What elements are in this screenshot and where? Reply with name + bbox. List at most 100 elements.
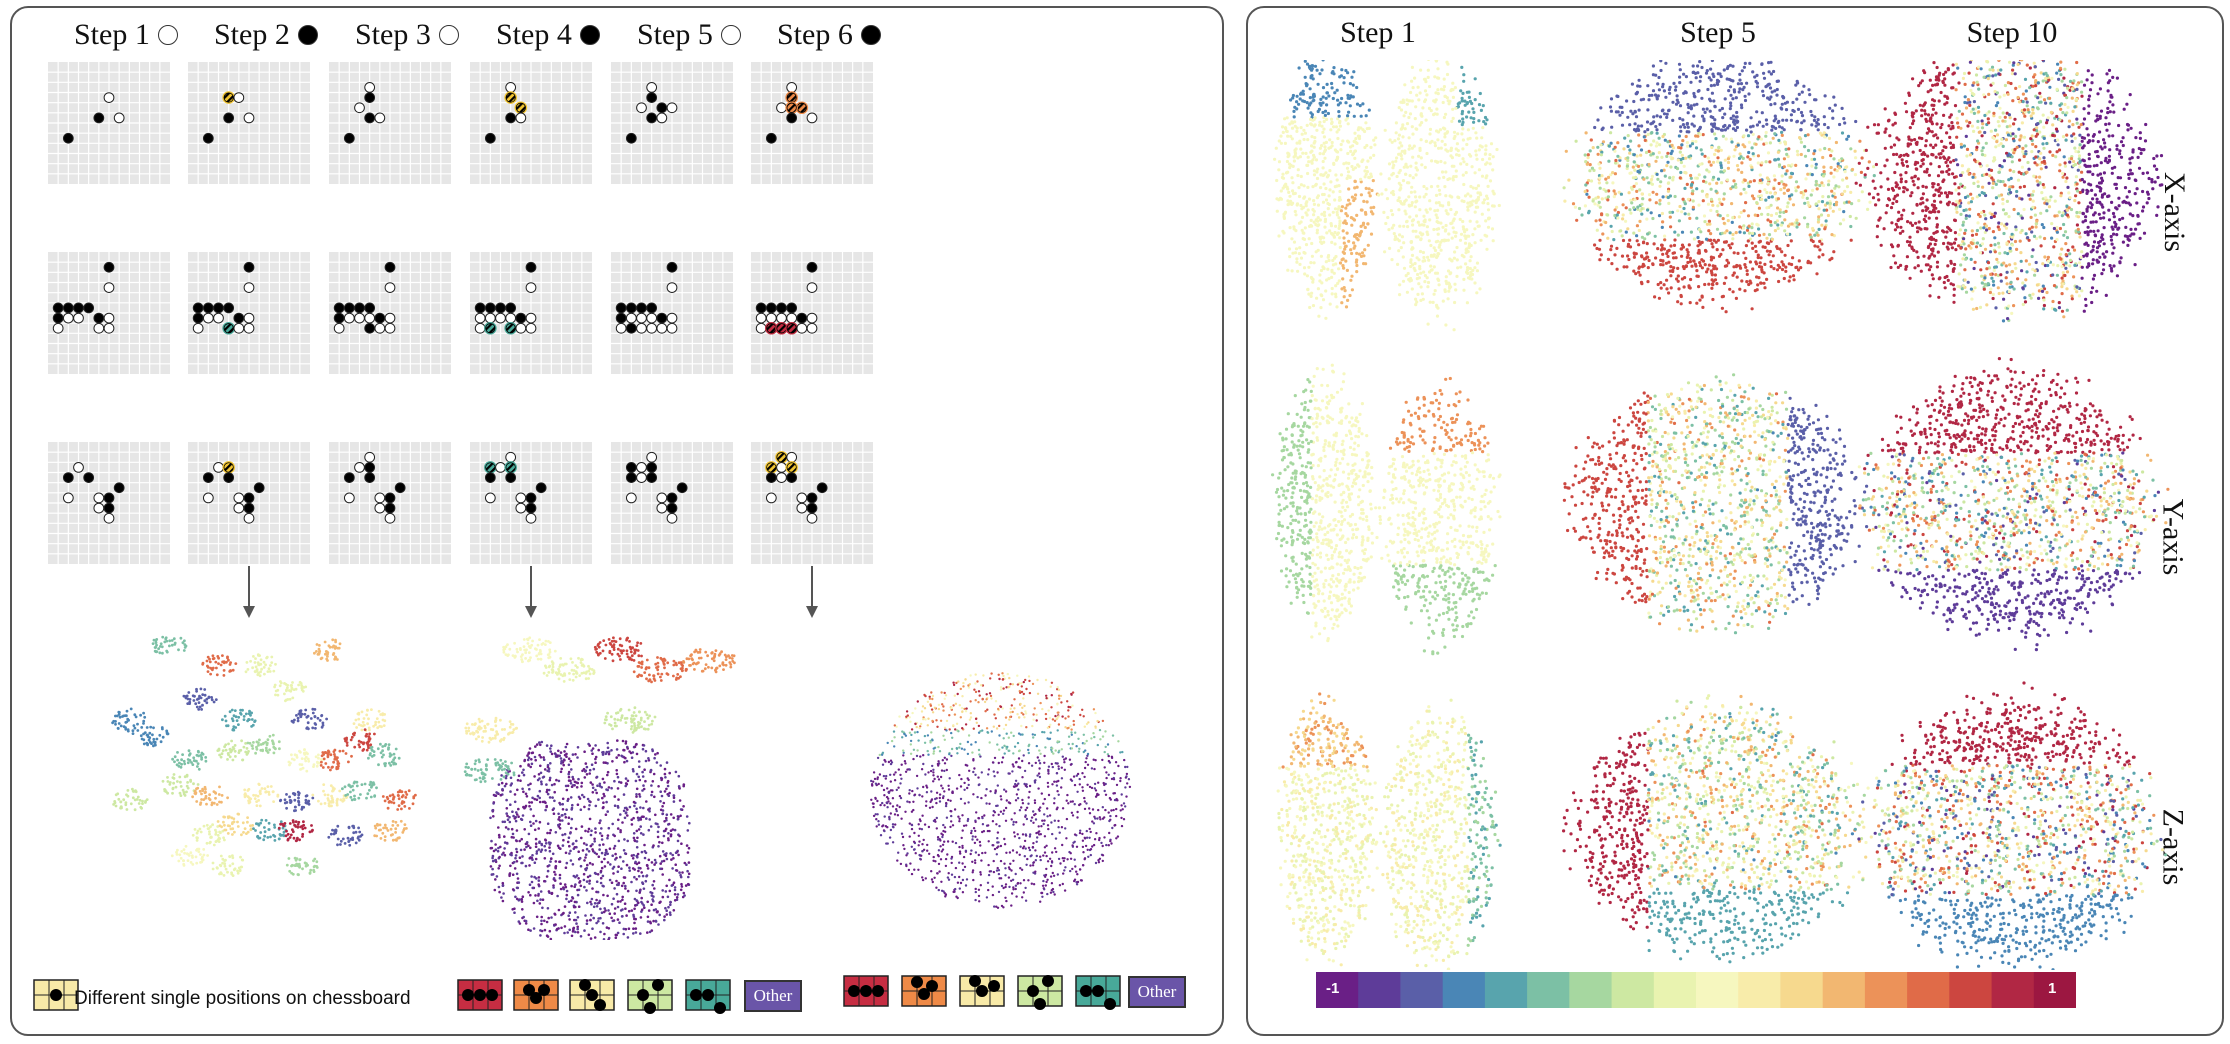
embedding-point xyxy=(131,796,135,800)
embedding-point xyxy=(904,762,907,765)
embedding-point xyxy=(1126,782,1129,785)
embedding-point xyxy=(959,687,962,691)
embedding-point xyxy=(200,792,203,796)
embedding-point xyxy=(586,901,589,905)
embedding-point xyxy=(538,651,541,655)
embedding-point xyxy=(1072,723,1076,726)
embedding-point xyxy=(136,729,140,732)
embedding-point xyxy=(625,914,628,917)
embedding-point xyxy=(266,670,270,673)
embedding-point xyxy=(926,700,930,703)
embedding-point xyxy=(683,861,687,865)
embedding-point xyxy=(969,716,973,719)
white-stone xyxy=(343,492,355,504)
embedding-point xyxy=(608,912,612,915)
embedding-point xyxy=(944,694,948,697)
embedding-point xyxy=(987,888,990,892)
embedding-point xyxy=(214,840,218,843)
embedding-point xyxy=(932,774,935,777)
black-stone xyxy=(354,302,365,314)
embedding-point xyxy=(212,801,216,805)
embedding-point xyxy=(618,637,622,641)
white-stone xyxy=(636,312,647,324)
step-title-label: Step 2 xyxy=(214,18,290,51)
embedding-point xyxy=(572,672,575,676)
embedding-point xyxy=(647,759,651,762)
white-stone xyxy=(213,462,224,473)
embedding-point xyxy=(877,820,880,823)
embedding-point xyxy=(597,645,601,649)
embedding-point xyxy=(656,672,660,676)
embedding-point xyxy=(710,651,714,655)
embedding-point xyxy=(588,804,591,807)
embedding-point xyxy=(606,741,609,745)
embedding-point xyxy=(1024,833,1027,836)
embedding-point xyxy=(973,859,977,862)
embedding-point xyxy=(1104,808,1107,812)
embedding-point xyxy=(534,647,537,651)
embedding-point xyxy=(894,823,897,826)
embedding-point xyxy=(563,753,567,757)
embedding-point xyxy=(317,647,321,651)
embedding-point xyxy=(953,808,957,811)
embedding-point xyxy=(307,759,311,763)
embedding-point xyxy=(171,791,174,795)
embedding-point xyxy=(992,725,995,728)
embedding-point xyxy=(157,647,161,651)
embedding-point xyxy=(1012,785,1016,788)
hatched-stone xyxy=(485,323,496,334)
embedding-point xyxy=(642,815,645,819)
embedding-point xyxy=(1085,836,1089,839)
black-stone xyxy=(243,502,255,514)
embedding-point xyxy=(215,866,219,870)
black-stone xyxy=(625,472,637,483)
embedding-point xyxy=(977,894,981,898)
embedding-point xyxy=(982,830,986,833)
embedding-point xyxy=(223,828,227,832)
embedding-point xyxy=(1060,826,1064,829)
embedding-point xyxy=(608,847,612,850)
embedding-point xyxy=(563,750,566,753)
embedding-point xyxy=(873,777,877,781)
embedding-point xyxy=(972,759,975,762)
white-stone xyxy=(243,512,255,524)
embedding-point xyxy=(477,735,480,739)
embedding-point xyxy=(893,813,897,816)
embedding-point xyxy=(172,781,176,785)
embedding-point xyxy=(611,919,615,923)
embedding-point xyxy=(179,785,183,788)
embedding-point xyxy=(619,813,622,816)
embedding-point xyxy=(685,844,689,847)
embedding-point xyxy=(281,826,285,830)
embedding-point xyxy=(628,657,631,661)
hatched-stone xyxy=(776,323,787,334)
black-stone xyxy=(364,462,376,473)
embedding-point xyxy=(1115,837,1118,840)
embedding-point xyxy=(910,872,914,876)
embedding-point xyxy=(659,867,662,871)
embedding-point xyxy=(1004,806,1008,810)
embedding-point xyxy=(569,796,573,799)
embedding-point xyxy=(350,754,353,758)
embedding-point xyxy=(618,654,621,658)
embedding-point xyxy=(266,785,270,788)
embedding-point xyxy=(657,785,660,788)
embedding-point xyxy=(898,794,902,798)
white-stone xyxy=(103,322,115,334)
embedding-point xyxy=(268,734,272,738)
embedding-point xyxy=(677,815,680,819)
embedding-point xyxy=(219,663,223,667)
embedding-point xyxy=(630,818,633,821)
white-stone xyxy=(495,462,506,473)
embedding-point xyxy=(647,666,651,670)
embedding-point xyxy=(242,718,246,721)
embedding-point xyxy=(640,666,643,669)
embedding-point xyxy=(621,821,624,824)
embedding-point xyxy=(625,863,629,867)
white-stone xyxy=(666,282,678,293)
embedding-point xyxy=(152,744,155,748)
embedding-point xyxy=(991,885,994,888)
embedding-point xyxy=(1088,785,1092,789)
embedding-point xyxy=(233,709,237,712)
embedding-point xyxy=(672,663,676,667)
